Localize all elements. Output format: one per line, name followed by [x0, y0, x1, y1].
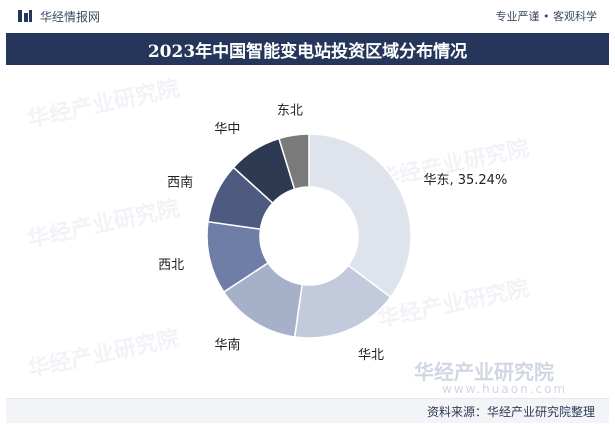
footer: 资料来源：华经产业研究院整理 [6, 398, 609, 423]
slice-label-0: 华东, 35.24% [423, 173, 507, 188]
slogan: 专业严谨 • 客观科学 [495, 10, 597, 23]
slice-label-2: 华南 [214, 337, 240, 353]
donut-slice-6 [278, 133, 310, 191]
watermark-url: www.huaon.com [442, 382, 568, 396]
donut-slice-0 [308, 133, 412, 299]
chart-area: 华经产业研究院 华经产业研究院 华经产业研究院 华经产业研究院 华经产业研究院 … [6, 66, 609, 396]
slice-label-5: 华中 [214, 122, 240, 137]
top-bar: 华经情报网 专业严谨 • 客观科学 [0, 0, 615, 32]
slice-label-6: 东北 [277, 103, 303, 118]
watermark-brand-name: 华经产业研究院 [414, 360, 554, 384]
slice-label-3: 西北 [158, 258, 184, 273]
source-note: 资料来源：华经产业研究院整理 [426, 404, 595, 419]
brand: 华经情报网 [18, 8, 100, 25]
brand-logo-icon [18, 10, 32, 22]
slice-label-4: 西南 [167, 175, 193, 191]
donut-chart: 华东, 35.24% 华北 华南 西北 西南 华中 东北 [158, 103, 507, 363]
chart-title: 2023年中国智能变电站投资区域分布情况 [147, 41, 468, 62]
watermark-brand: 华经产业研究院 [414, 356, 554, 385]
title-bar: 2023年中国智能变电站投资区域分布情况 [6, 33, 609, 65]
brand-name: 华经情报网 [40, 9, 101, 24]
slice-label-1: 华北 [358, 348, 384, 363]
